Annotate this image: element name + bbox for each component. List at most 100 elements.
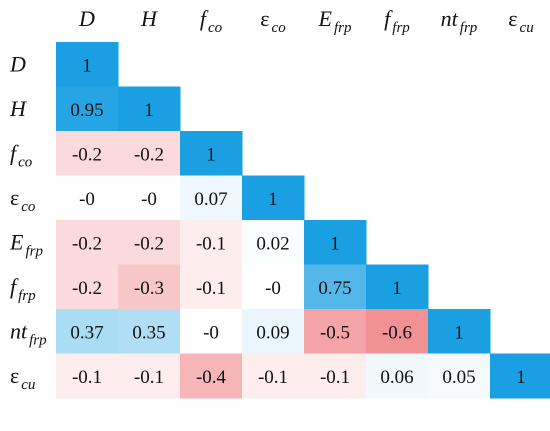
column-label-4-base: E <box>318 6 333 31</box>
row-label-5-subscript: frp <box>18 288 36 304</box>
heatmap-cell-3-2 <box>180 175 243 221</box>
column-label-2-subscript: co <box>208 20 223 36</box>
cell-value-3-3: 1 <box>268 189 278 210</box>
cell-value-7-3: -0.1 <box>258 367 288 388</box>
cell-value-4-1: -0.2 <box>134 233 164 254</box>
cell-value-6-0: 0.37 <box>70 322 103 343</box>
heatmap-cell-5-1 <box>118 264 181 310</box>
row-label-2-subscript: co <box>18 154 33 170</box>
row-label-6-subscript: frp <box>29 332 47 348</box>
row-label-6: nt frp <box>10 318 47 348</box>
heatmap-cell-7-6 <box>428 353 491 399</box>
heatmap-cell-7-0 <box>56 353 119 399</box>
heatmap-cell-2-2 <box>180 131 243 176</box>
row-label-2-base: f <box>10 140 19 165</box>
column-label-3-subscript: co <box>272 20 287 36</box>
column-label-7: ε cu <box>508 6 533 36</box>
cell-value-7-4: -0.1 <box>320 367 350 388</box>
column-label-4-subscript: frp <box>334 20 352 36</box>
cell-value-3-0: -0 <box>79 189 95 210</box>
cell-value-7-0: -0.1 <box>72 367 102 388</box>
column-label-1-base: H <box>140 6 158 31</box>
heatmap-cell-6-0 <box>56 309 119 354</box>
cell-value-2-1: -0.2 <box>134 144 164 165</box>
cell-value-3-1: -0 <box>141 189 157 210</box>
cell-value-5-3: -0 <box>265 278 281 299</box>
column-label-2: f co <box>200 6 223 36</box>
column-label-5-base: f <box>384 6 393 31</box>
cell-value-6-4: -0.5 <box>320 322 350 343</box>
heatmap-cell-4-2 <box>180 220 243 265</box>
cell-value-0-0: 1 <box>82 55 92 76</box>
cell-value-2-0: -0.2 <box>72 144 102 165</box>
heatmap-cell-2-0 <box>56 131 119 176</box>
column-label-5: f frp <box>384 6 410 36</box>
row-label-7-subscript: cu <box>21 377 35 393</box>
cell-value-4-4: 1 <box>330 233 340 254</box>
column-label-3-base: ε <box>260 6 269 31</box>
heatmap-cell-3-0 <box>56 175 119 221</box>
row-label-3: ε co <box>10 185 36 215</box>
row-label-4-base: E <box>9 229 24 254</box>
cell-value-4-2: -0.1 <box>196 233 226 254</box>
cell-value-6-2: -0 <box>203 322 219 343</box>
cell-value-5-1: -0.3 <box>134 278 164 299</box>
cell-value-5-4: 0.75 <box>318 278 351 299</box>
cell-value-3-2: 0.07 <box>194 189 227 210</box>
heatmap-cell-7-7 <box>490 353 550 399</box>
row-label-6-base: nt <box>10 318 28 343</box>
row-label-3-base: ε <box>10 185 19 210</box>
heatmap-cell-6-3 <box>242 309 305 354</box>
heatmap-cell-0-0 <box>56 42 119 87</box>
heatmap-cell-5-0 <box>56 264 119 310</box>
heatmap-cell-6-5 <box>366 309 429 354</box>
row-label-1: H <box>9 96 27 121</box>
heatmap-cell-1-1 <box>118 86 181 132</box>
cell-value-6-1: 0.35 <box>132 322 165 343</box>
heatmap-cell-5-5 <box>366 264 429 310</box>
cell-value-5-5: 1 <box>392 278 402 299</box>
row-label-2: f co <box>10 140 33 170</box>
cell-value-6-6: 1 <box>454 322 464 343</box>
heatmap-cell-7-4 <box>304 353 367 399</box>
heatmap-cell-4-0 <box>56 220 119 265</box>
heatmap-cells: 1 0.95 1 -0.2 -0.2 1 -0 -0 0.07 1 -0.2 -0.2 -0.1 0.02… <box>56 42 550 399</box>
column-label-0-base: D <box>78 6 95 31</box>
cell-value-7-7: 1 <box>516 367 526 388</box>
row-label-1-base: H <box>9 96 27 121</box>
column-label-6-base: nt <box>441 6 459 31</box>
cell-value-5-0: -0.2 <box>72 278 102 299</box>
cell-value-7-2: -0.4 <box>196 367 227 388</box>
column-label-5-subscript: frp <box>392 20 410 36</box>
heatmap-cell-3-3 <box>242 175 305 221</box>
cell-value-6-3: 0.09 <box>256 322 289 343</box>
cell-value-6-5: -0.6 <box>382 322 412 343</box>
heatmap-cell-1-0 <box>56 86 119 132</box>
column-label-6: nt frp <box>441 6 478 36</box>
heatmap-cell-7-1 <box>118 353 181 399</box>
row-label-5: f frp <box>10 274 36 304</box>
row-label-3-subscript: co <box>21 199 36 215</box>
column-label-2-base: f <box>200 6 209 31</box>
cell-value-2-2: 1 <box>206 144 216 165</box>
heatmap-cell-7-5 <box>366 353 429 399</box>
cell-value-1-0: 0.95 <box>70 100 103 121</box>
heatmap-cell-5-2 <box>180 264 243 310</box>
row-label-0-base: D <box>9 51 26 76</box>
heatmap-cell-6-2 <box>180 309 243 354</box>
heatmap-cell-4-1 <box>118 220 181 265</box>
cell-value-4-0: -0.2 <box>72 233 102 254</box>
column-label-3: ε co <box>260 6 286 36</box>
column-label-7-base: ε <box>508 6 517 31</box>
cell-value-7-1: -0.1 <box>134 367 164 388</box>
cell-value-7-6: 0.05 <box>442 367 475 388</box>
heatmap-cell-7-2 <box>180 353 243 399</box>
column-label-6-subscript: frp <box>460 20 478 36</box>
row-label-0: D <box>9 51 26 76</box>
cell-value-5-2: -0.1 <box>196 278 226 299</box>
row-label-4-subscript: frp <box>25 243 43 259</box>
